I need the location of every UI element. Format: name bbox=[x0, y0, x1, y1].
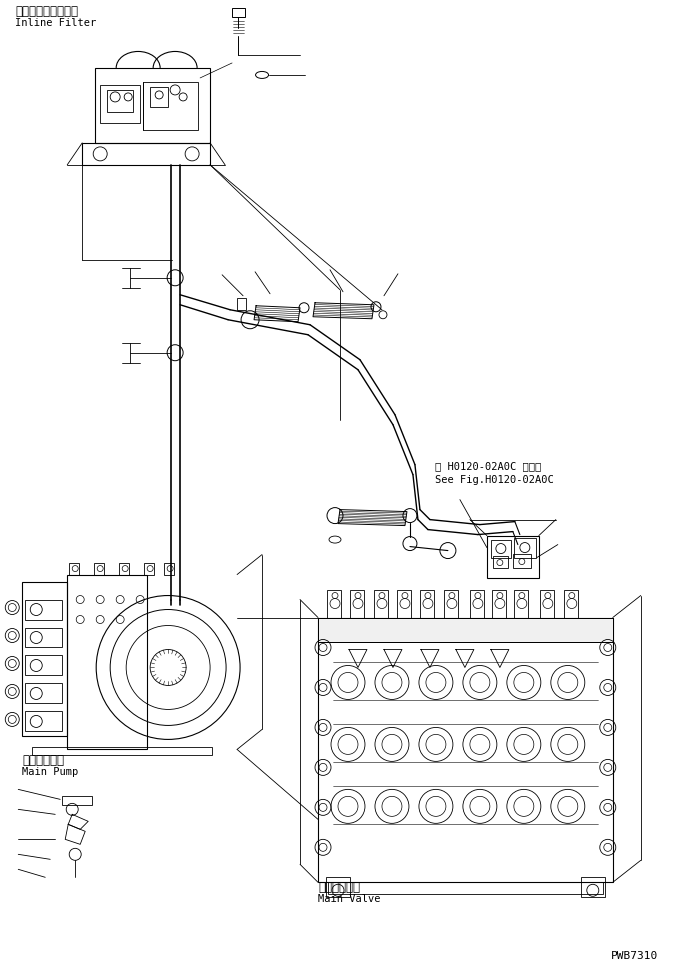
Bar bbox=[374, 590, 388, 618]
Text: メインポンプ: メインポンプ bbox=[22, 755, 64, 767]
Bar bbox=[327, 590, 341, 618]
Text: 第 H0120-02A0C 図参照: 第 H0120-02A0C 図参照 bbox=[435, 462, 541, 471]
Bar bbox=[318, 618, 613, 642]
Bar bbox=[470, 590, 484, 618]
Bar bbox=[26, 683, 62, 704]
Bar bbox=[326, 877, 350, 897]
Bar bbox=[26, 600, 62, 620]
Bar bbox=[444, 590, 458, 618]
Bar bbox=[144, 563, 154, 575]
Bar bbox=[487, 536, 539, 577]
Bar bbox=[62, 796, 92, 805]
Bar bbox=[397, 590, 411, 618]
Text: Inline Filter: Inline Filter bbox=[15, 18, 96, 28]
Bar bbox=[420, 590, 434, 618]
Text: PWB7310: PWB7310 bbox=[610, 951, 658, 961]
Bar bbox=[94, 563, 104, 575]
Bar bbox=[119, 563, 129, 575]
Text: Main Pump: Main Pump bbox=[22, 767, 79, 777]
Bar bbox=[514, 538, 536, 557]
Bar bbox=[514, 590, 528, 618]
Bar bbox=[540, 590, 554, 618]
Bar bbox=[95, 67, 210, 143]
Bar bbox=[26, 711, 62, 732]
Bar bbox=[564, 590, 578, 618]
Bar bbox=[22, 581, 67, 736]
Bar bbox=[318, 618, 613, 642]
Bar bbox=[232, 8, 245, 17]
Bar bbox=[143, 82, 198, 130]
Bar bbox=[581, 877, 605, 897]
Bar bbox=[26, 656, 62, 676]
Bar bbox=[350, 590, 364, 618]
Bar bbox=[492, 590, 506, 618]
Bar bbox=[69, 563, 79, 575]
Bar bbox=[493, 555, 508, 568]
Text: See Fig.H0120-02A0C: See Fig.H0120-02A0C bbox=[435, 474, 554, 485]
Bar bbox=[491, 540, 511, 557]
Bar bbox=[164, 563, 174, 575]
Bar bbox=[67, 575, 147, 749]
Bar bbox=[328, 882, 603, 895]
Bar bbox=[32, 747, 212, 756]
Text: Main Valve: Main Valve bbox=[318, 895, 380, 904]
Bar bbox=[82, 143, 210, 165]
Bar bbox=[237, 298, 246, 309]
Bar bbox=[150, 87, 168, 107]
Bar bbox=[107, 90, 133, 112]
Text: メインバルブ: メインバルブ bbox=[318, 881, 360, 895]
Bar bbox=[26, 628, 62, 648]
Bar bbox=[513, 553, 531, 568]
Text: インラインフィルタ: インラインフィルタ bbox=[15, 5, 78, 18]
Bar bbox=[100, 85, 140, 122]
Bar bbox=[318, 618, 613, 882]
